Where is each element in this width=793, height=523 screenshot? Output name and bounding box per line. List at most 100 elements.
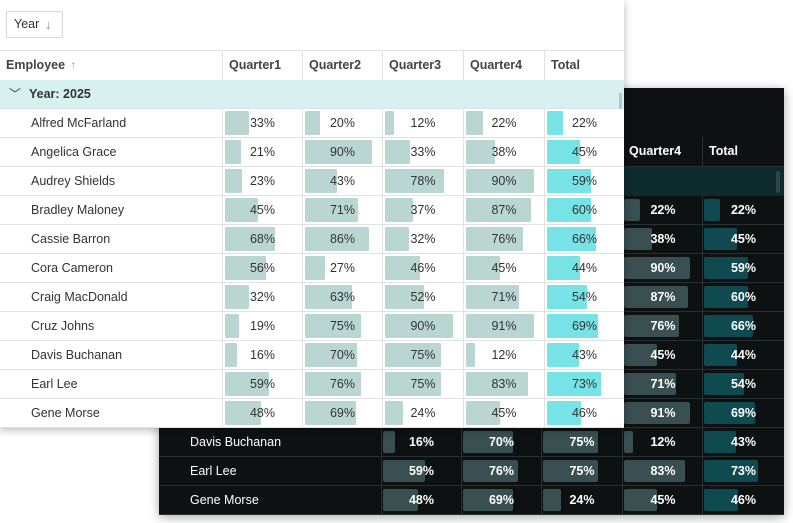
dark-table-row[interactable]: Gene Morse 48% 69% 24% 45% 46% — [159, 486, 784, 515]
dark-cell-q2[interactable]: 76% — [461, 457, 541, 485]
dark-cell-total[interactable]: 22% — [702, 196, 784, 224]
cell-q2[interactable]: 90% — [302, 138, 382, 166]
table-row[interactable]: Angelica Grace 21% 90% 33% 38% 45% — [0, 138, 624, 167]
dark-table-row[interactable]: 38% 45% — [159, 225, 784, 254]
dark-cell-q4[interactable]: 22% — [622, 196, 703, 224]
dark-cell-q4[interactable]: 83% — [622, 457, 703, 485]
dark-cell-total[interactable]: 59% — [702, 254, 784, 282]
cell-total[interactable]: 46% — [544, 399, 624, 427]
column-header-employee[interactable]: Employee ↑ — [0, 51, 222, 80]
cell-q1[interactable]: 21% — [222, 138, 302, 166]
dark-cell-total[interactable]: 66% — [702, 312, 784, 340]
cell-q3[interactable]: 90% — [382, 312, 463, 340]
dark-column-header-quarter4[interactable]: Quarter4 — [622, 137, 704, 166]
dark-scrollbar-thumb[interactable] — [776, 171, 780, 193]
cell-q2[interactable]: 75% — [302, 312, 382, 340]
dark-column-header-total[interactable]: Total — [702, 137, 784, 166]
cell-q2[interactable]: 43% — [302, 167, 382, 195]
table-row[interactable]: Gene Morse 48% 69% 24% 45% 46% — [0, 399, 624, 428]
cell-total[interactable]: 59% — [544, 167, 624, 195]
cell-q4[interactable]: 87% — [463, 196, 544, 224]
cell-q1[interactable]: 48% — [222, 399, 302, 427]
dark-cell-q3[interactable]: 24% — [541, 486, 622, 514]
dark-cell-q4[interactable]: 45% — [622, 341, 703, 369]
table-row[interactable]: Cassie Barron 68% 86% 32% 76% 66% — [0, 225, 624, 254]
cell-q4[interactable]: 91% — [463, 312, 544, 340]
table-row[interactable]: Earl Lee 59% 76% 75% 83% 73% — [0, 370, 624, 399]
cell-total[interactable]: 69% — [544, 312, 624, 340]
cell-q1[interactable]: 16% — [222, 341, 302, 369]
cell-total[interactable]: 45% — [544, 138, 624, 166]
cell-total[interactable]: 73% — [544, 370, 624, 398]
cell-q1[interactable]: 59% — [222, 370, 302, 398]
cell-q3[interactable]: 78% — [382, 167, 463, 195]
dark-table-row[interactable]: 76% 66% — [159, 312, 784, 341]
table-row[interactable]: Cora Cameron 56% 27% 46% 45% 44% — [0, 254, 624, 283]
dark-cell-q2[interactable]: 70% — [461, 428, 541, 456]
dark-cell-q1[interactable]: 59% — [381, 457, 461, 485]
column-header-quarter2[interactable]: Quarter2 — [302, 51, 382, 80]
cell-q2[interactable]: 63% — [302, 283, 382, 311]
dark-cell-q4[interactable]: 90% — [622, 254, 703, 282]
cell-q1[interactable]: 23% — [222, 167, 302, 195]
cell-q3[interactable]: 37% — [382, 196, 463, 224]
cell-total[interactable]: 54% — [544, 283, 624, 311]
sort-descending-icon[interactable]: ↓ — [45, 17, 52, 32]
dark-cell-total[interactable]: 69% — [702, 399, 784, 427]
dark-cell-q1[interactable]: 16% — [381, 428, 461, 456]
cell-q4[interactable]: 38% — [463, 138, 544, 166]
dark-cell-total[interactable]: 73% — [702, 457, 784, 485]
cell-q2[interactable]: 76% — [302, 370, 382, 398]
cell-q2[interactable]: 86% — [302, 225, 382, 253]
cell-q2[interactable]: 27% — [302, 254, 382, 282]
cell-q1[interactable]: 33% — [222, 109, 302, 137]
dark-cell-total[interactable]: 46% — [702, 486, 784, 514]
table-row[interactable]: Audrey Shields 23% 43% 78% 90% 59% — [0, 167, 624, 196]
table-row[interactable]: Craig MacDonald 32% 63% 52% 71% 54% — [0, 283, 624, 312]
cell-q2[interactable]: 71% — [302, 196, 382, 224]
dark-cell-q1[interactable]: 48% — [381, 486, 461, 514]
cell-q3[interactable]: 24% — [382, 399, 463, 427]
cell-total[interactable]: 22% — [544, 109, 624, 137]
cell-q2[interactable]: 20% — [302, 109, 382, 137]
cell-total[interactable]: 44% — [544, 254, 624, 282]
cell-q1[interactable]: 45% — [222, 196, 302, 224]
cell-q1[interactable]: 32% — [222, 283, 302, 311]
column-header-quarter1[interactable]: Quarter1 — [222, 51, 302, 80]
scrollbar-thumb[interactable] — [619, 93, 622, 109]
dark-cell-q3[interactable]: 75% — [541, 457, 622, 485]
dark-cell-q2[interactable]: 69% — [461, 486, 541, 514]
table-row[interactable]: Alfred McFarland 33% 20% 12% 22% 22% — [0, 109, 624, 138]
cell-q3[interactable]: 52% — [382, 283, 463, 311]
cell-q4[interactable]: 76% — [463, 225, 544, 253]
cell-q1[interactable]: 19% — [222, 312, 302, 340]
dark-cell-q4[interactable]: 45% — [622, 486, 703, 514]
cell-q3[interactable]: 12% — [382, 109, 463, 137]
dark-cell-q3[interactable]: 75% — [541, 428, 622, 456]
dark-table-row[interactable]: Earl Lee 59% 76% 75% 83% 73% — [159, 457, 784, 486]
cell-q4[interactable]: 83% — [463, 370, 544, 398]
dark-cell-q4[interactable]: 71% — [622, 370, 703, 398]
table-row[interactable]: Cruz Johns 19% 75% 90% 91% 69% — [0, 312, 624, 341]
dark-cell-total[interactable]: 60% — [702, 283, 784, 311]
cell-q3[interactable]: 46% — [382, 254, 463, 282]
column-header-total[interactable]: Total — [544, 51, 624, 80]
sort-ascending-icon[interactable]: ↑ — [70, 58, 77, 72]
dark-cell-q4[interactable]: 38% — [622, 225, 703, 253]
dark-cell-total[interactable]: 45% — [702, 225, 784, 253]
dark-cell-q4[interactable]: 76% — [622, 312, 703, 340]
cell-q1[interactable]: 56% — [222, 254, 302, 282]
group-row[interactable]: ﹀ Year: 2025 — [0, 80, 624, 109]
chevron-down-icon[interactable]: ﹀ — [9, 87, 22, 101]
cell-q3[interactable]: 75% — [382, 370, 463, 398]
cell-q1[interactable]: 68% — [222, 225, 302, 253]
cell-q4[interactable]: 22% — [463, 109, 544, 137]
cell-q4[interactable]: 45% — [463, 254, 544, 282]
table-row[interactable]: Davis Buchanan 16% 70% 75% 12% 43% — [0, 341, 624, 370]
cell-q2[interactable]: 70% — [302, 341, 382, 369]
dark-cell-q4[interactable]: 91% — [622, 399, 703, 427]
cell-total[interactable]: 66% — [544, 225, 624, 253]
cell-total[interactable]: 60% — [544, 196, 624, 224]
cell-q4[interactable]: 71% — [463, 283, 544, 311]
cell-q2[interactable]: 69% — [302, 399, 382, 427]
